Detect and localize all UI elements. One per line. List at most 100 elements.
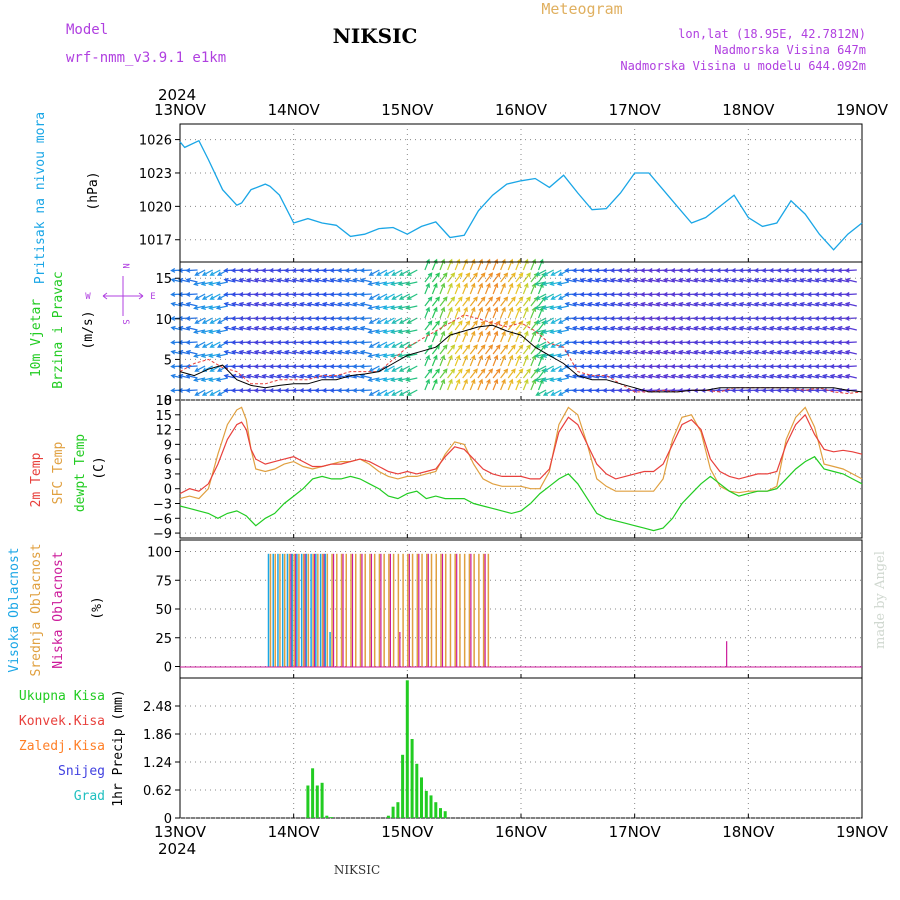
wind-arrow xyxy=(337,277,350,283)
wind-arrow xyxy=(284,373,297,379)
wind-arrow xyxy=(185,301,198,307)
wind-arrow xyxy=(376,389,388,396)
wind-arrow xyxy=(685,373,698,379)
wind-arrow xyxy=(291,301,304,307)
wind-arrow xyxy=(776,349,789,355)
wind-arrow xyxy=(761,325,774,331)
x-tick-label: 16NOV xyxy=(495,823,548,841)
wind-arrow xyxy=(515,368,524,379)
wind-arrow xyxy=(829,373,842,379)
wind-arrow xyxy=(424,306,430,319)
wind-arrow xyxy=(391,293,403,300)
x-tick-label: 15NOV xyxy=(381,823,434,841)
wind-arrow xyxy=(655,373,668,379)
wind-arrow xyxy=(462,330,468,343)
wind-arrow xyxy=(723,301,736,307)
wind-arrow xyxy=(359,267,372,273)
precip-bar xyxy=(439,808,442,818)
wind-arrow xyxy=(844,363,857,369)
wind-arrow xyxy=(738,373,751,379)
wind-arrow xyxy=(484,306,491,319)
wind-arrow xyxy=(791,301,804,307)
wind-arrow xyxy=(209,269,221,276)
wind-arrow xyxy=(822,325,835,331)
wind-arrow xyxy=(368,341,380,348)
wind-arrow xyxy=(822,277,835,283)
y-tick-label: 6 xyxy=(164,453,172,468)
wind-arrow xyxy=(655,301,668,307)
wind-arrow xyxy=(662,301,676,307)
wind-arrow xyxy=(246,325,259,331)
wind-arrow xyxy=(507,344,516,355)
wind-arrow xyxy=(678,325,691,331)
wind-arrow xyxy=(431,378,438,391)
wind-arrow xyxy=(662,325,676,331)
wind-arrow xyxy=(572,349,585,355)
wind-arrow xyxy=(564,373,577,379)
wind-arrow xyxy=(383,341,395,348)
wind-arrow xyxy=(406,269,418,276)
wind-arrow xyxy=(617,301,630,307)
wind-arrow xyxy=(814,277,827,283)
wind-arrow xyxy=(484,354,491,367)
wind-arrow xyxy=(806,277,820,283)
wind-arrow xyxy=(194,269,206,276)
wind-arrow xyxy=(485,368,494,379)
wind-arrow xyxy=(439,272,448,283)
precip-bar xyxy=(405,680,409,818)
wind-arrow xyxy=(299,349,312,355)
wind-arrow xyxy=(201,317,213,324)
wind-arrow xyxy=(617,349,630,355)
wind-arrow xyxy=(587,325,600,331)
wind-arrow xyxy=(515,258,521,271)
wind-arrow xyxy=(492,378,499,391)
wind-arrow xyxy=(799,325,812,331)
wind-arrow xyxy=(368,293,380,300)
wind-arrow xyxy=(715,325,729,331)
wind-arrow xyxy=(670,277,683,283)
y-tick-label: 18 xyxy=(155,394,172,409)
x-tick-label: 18NOV xyxy=(722,101,775,119)
wind-arrow xyxy=(424,282,430,295)
wind-arrow xyxy=(579,325,592,331)
t2m-line xyxy=(179,413,863,495)
wind-arrow xyxy=(469,296,478,307)
wind-arrow xyxy=(454,354,461,367)
wind-arrow xyxy=(201,389,213,396)
wind-arrow xyxy=(602,277,615,283)
wind-arrow xyxy=(550,293,562,300)
y-tick-label: 1020 xyxy=(139,200,172,215)
pressure-grid xyxy=(179,124,863,262)
wind-arrow xyxy=(572,373,585,379)
wind-arrow xyxy=(572,325,585,331)
wind-arrow xyxy=(814,349,827,355)
temp-ylabel-3: dewpt Temp xyxy=(73,434,88,512)
wind-arrow xyxy=(253,325,266,331)
wind-arrow xyxy=(837,373,850,379)
wind-arrow xyxy=(261,349,274,355)
wind-arrow xyxy=(261,277,274,283)
temperature-grid xyxy=(179,399,863,538)
wind-arrow xyxy=(276,277,289,283)
wind-arrow xyxy=(391,365,403,372)
wind-arrow xyxy=(594,301,607,307)
wind-arrow xyxy=(542,317,554,324)
wind-arrow xyxy=(784,301,797,307)
wind-arrow xyxy=(500,258,506,271)
wind-arrow xyxy=(447,258,453,271)
wind-arrow xyxy=(522,272,531,283)
wind-arrow xyxy=(261,301,274,307)
wind-arrow xyxy=(462,344,471,355)
pressure-y-ticks: 1017 1020 1023 1026 xyxy=(139,134,180,249)
wind-arrow xyxy=(647,349,660,355)
wind-arrow xyxy=(469,282,476,295)
wind-arrow xyxy=(314,373,327,379)
wind-arrow xyxy=(693,349,706,355)
wind-arrow xyxy=(398,293,410,300)
wind-arrow xyxy=(522,306,529,319)
wind-arrow xyxy=(431,368,440,379)
wind-arrow xyxy=(602,301,615,307)
wind-arrow xyxy=(647,373,660,379)
precip-bar xyxy=(330,817,334,818)
